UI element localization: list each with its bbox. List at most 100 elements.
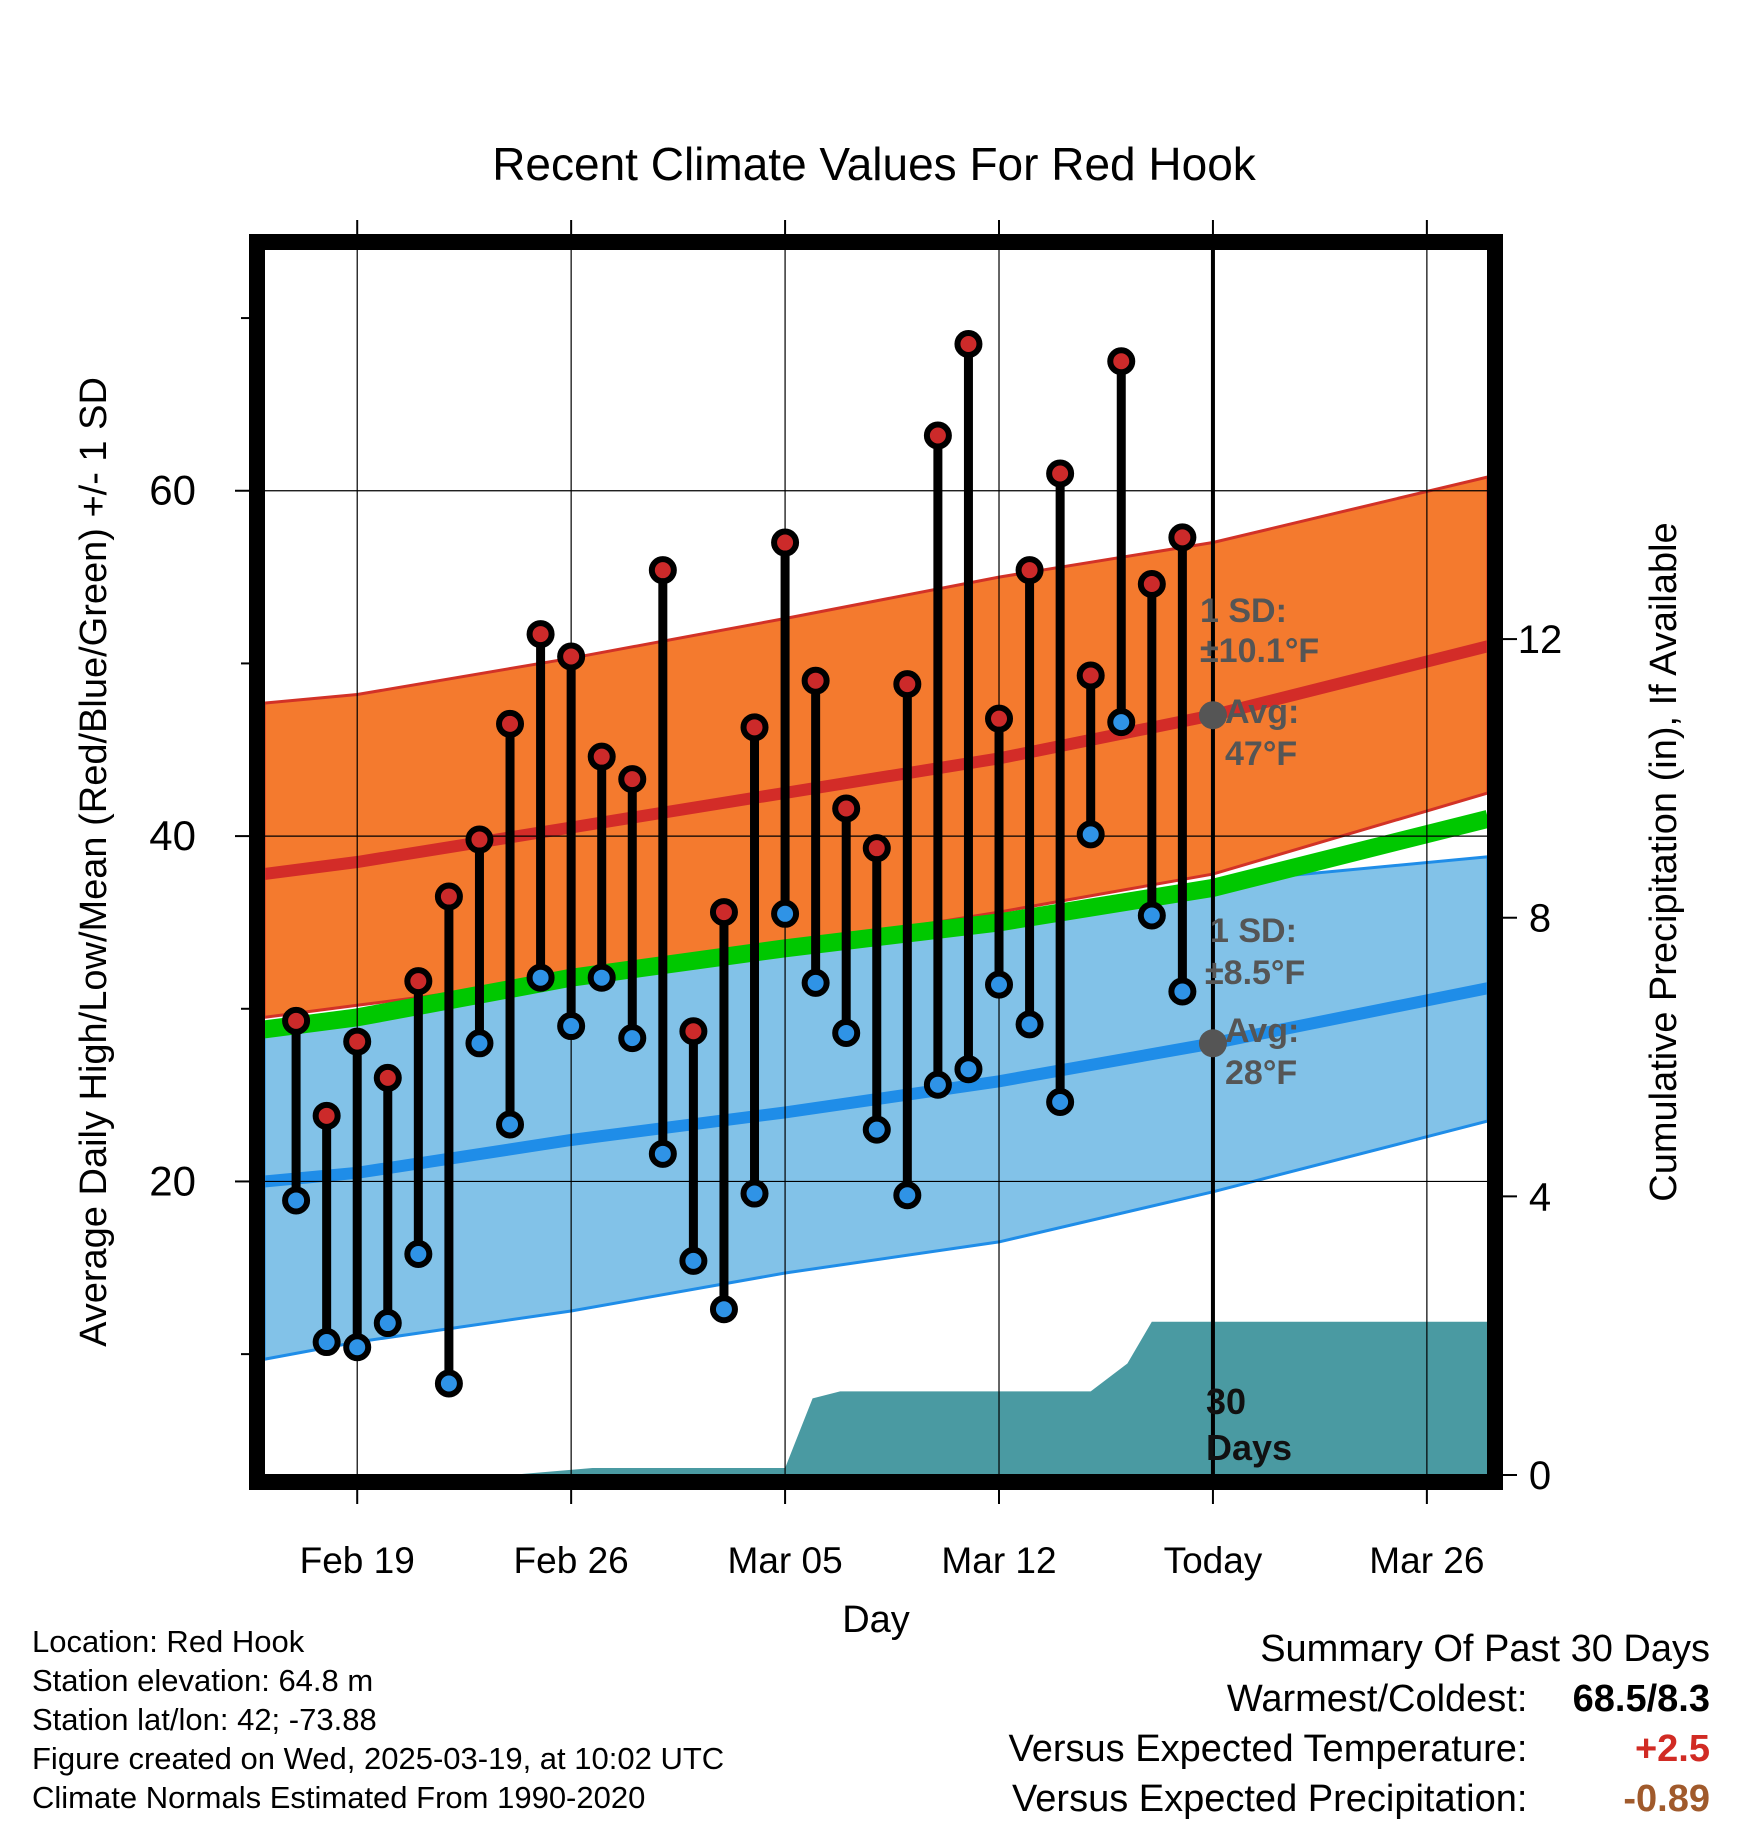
daily-high-point — [282, 1006, 311, 1035]
daily-low-point — [404, 1239, 433, 1268]
low-annotation: 1 SD: ±8.5°F Avg: 28°F — [1205, 912, 1305, 1092]
daily-low-point — [618, 1024, 647, 1053]
high-sd-value: ±10.1°F — [1200, 632, 1319, 670]
created-text: Figure created on Wed, 2025-03-19, at 10… — [32, 1741, 725, 1776]
daily-low-point — [434, 1369, 463, 1398]
daily-high-point — [404, 967, 433, 996]
daily-high-point — [526, 620, 555, 649]
daily-low-point — [557, 1012, 586, 1041]
y-axis-label-left: Average Daily High/Low/Mean (Red/Blue/Gr… — [73, 377, 115, 1347]
temp-row: Versus Expected Temperature: +2.5 — [1009, 1724, 1710, 1774]
temp-label: Versus Expected Temperature: — [1008, 1728, 1528, 1770]
daily-high-point — [496, 709, 525, 738]
plot-frame — [249, 234, 1503, 1490]
daily-high-point — [343, 1027, 372, 1056]
y-axis-label-right: Cumulative Precipitation (in), If Availa… — [1643, 522, 1685, 1201]
daily-high-point — [465, 825, 494, 854]
daily-low-point — [526, 963, 555, 992]
daily-high-point — [557, 642, 586, 671]
daily-observations — [282, 329, 1197, 1398]
daily-high-point — [893, 670, 922, 699]
low-avg-value: 28°F — [1225, 1054, 1297, 1092]
daily-low-point — [1015, 1010, 1044, 1039]
daily-high-point — [618, 765, 647, 794]
period-number: 30 — [1206, 1381, 1246, 1422]
daily-low-point — [771, 899, 800, 928]
warm-cold-label: Warmest/Coldest: — [1226, 1678, 1528, 1720]
daily-high-point — [801, 666, 830, 695]
daily-low-point — [679, 1246, 708, 1275]
daily-high-point — [1015, 556, 1044, 585]
daily-low-point — [1137, 901, 1166, 930]
high-annotation: 1 SD: ±10.1°F Avg: 47°F — [1200, 592, 1319, 773]
daily-low-point — [1046, 1088, 1075, 1117]
x-tick-label: Mar 12 — [941, 1540, 1056, 1581]
station-info: Location: Red Hook Station elevation: 64… — [32, 1622, 724, 1817]
daily-low-point — [893, 1181, 922, 1210]
daily-high-point — [1168, 523, 1197, 552]
daily-high-point — [954, 329, 983, 358]
low-avg-marker — [1198, 1029, 1227, 1058]
axis-ticks: Feb 19 Feb 26 Mar 05 Mar 12 Today Mar 2620406… — [149, 220, 1562, 1581]
daily-high-point — [648, 556, 677, 585]
daily-low-point — [282, 1186, 311, 1215]
daily-low-point — [465, 1029, 494, 1058]
normals-text: Climate Normals Estimated From 1990-2020 — [32, 1780, 646, 1815]
x-tick-label: Mar 05 — [728, 1540, 843, 1581]
summary-panel: Summary Of Past 30 Days Warmest/Coldest:… — [1009, 1624, 1710, 1824]
daily-high-point — [373, 1063, 402, 1092]
y-right-tick-label: 0 — [1529, 1454, 1551, 1498]
low-avg-label: Avg: — [1225, 1012, 1299, 1050]
warm-cold-value: 68.5/8.3 — [1572, 1678, 1710, 1720]
y-right-tick-label: 4 — [1529, 1175, 1551, 1219]
location-text: Location: Red Hook — [32, 1624, 305, 1659]
y-left-tick-label: 40 — [149, 812, 196, 859]
high-avg-value: 47°F — [1225, 735, 1297, 773]
daily-high-point — [1076, 661, 1105, 690]
daily-high-point — [771, 528, 800, 557]
precip-label: Versus Expected Precipitation: — [1012, 1778, 1528, 1820]
chart-title: Recent Climate Values For Red Hook — [492, 138, 1257, 190]
daily-low-point — [862, 1115, 891, 1144]
daily-high-point — [434, 882, 463, 911]
daily-low-point — [373, 1309, 402, 1338]
elevation-text: Station elevation: 64.8 m — [32, 1663, 374, 1698]
high-avg-marker — [1198, 701, 1227, 730]
daily-high-point — [1137, 569, 1166, 598]
daily-high-point — [1046, 459, 1075, 488]
daily-low-point — [1107, 708, 1136, 737]
y-left-tick-label: 60 — [149, 467, 196, 514]
daily-low-point — [312, 1328, 341, 1357]
x-tick-label: Feb 26 — [514, 1540, 629, 1581]
warm-cold-row: Warmest/Coldest: 68.5/8.3 — [1009, 1674, 1710, 1724]
high-sd-label: 1 SD: — [1200, 592, 1287, 630]
low-sd-label: 1 SD: — [1210, 912, 1297, 950]
period-unit: Days — [1206, 1427, 1292, 1468]
daily-high-point — [709, 898, 738, 927]
daily-low-point — [832, 1018, 861, 1047]
daily-low-point — [496, 1110, 525, 1139]
daily-low-point — [740, 1179, 769, 1208]
cumulative-precip-area — [264, 1321, 1488, 1475]
y-right-tick-label: 12 — [1518, 618, 1563, 662]
daily-high-point — [587, 742, 616, 771]
daily-low-point — [343, 1333, 372, 1362]
daily-high-point — [312, 1101, 341, 1130]
precip-value: -0.89 — [1623, 1778, 1710, 1820]
daily-low-point — [648, 1139, 677, 1168]
daily-low-point — [1168, 977, 1197, 1006]
summary-title: Summary Of Past 30 Days — [1260, 1628, 1710, 1670]
y-left-tick-label: 20 — [149, 1157, 196, 1204]
period-annotation: 30 Days — [1206, 1381, 1292, 1468]
high-avg-label: Avg: — [1225, 693, 1299, 731]
latlon-text: Station lat/lon: 42; -73.88 — [32, 1702, 377, 1737]
daily-low-point — [923, 1070, 952, 1099]
x-tick-label: Feb 19 — [300, 1540, 415, 1581]
daily-high-point — [923, 421, 952, 450]
daily-high-point — [985, 704, 1014, 733]
daily-low-point — [985, 970, 1014, 999]
daily-low-point — [587, 963, 616, 992]
daily-low-point — [954, 1055, 983, 1084]
low-sd-value: ±8.5°F — [1205, 954, 1305, 992]
